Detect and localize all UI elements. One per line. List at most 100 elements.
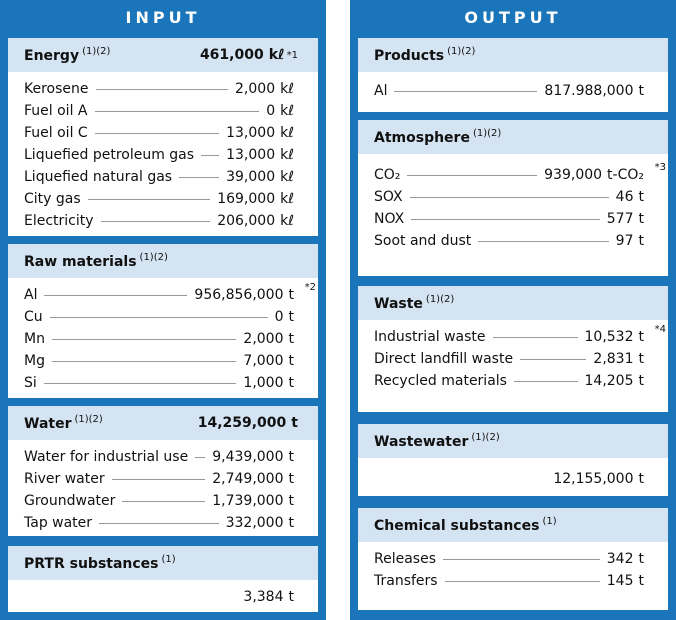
output-column: OUTPUT Products (1)(2) Al 817.988,000 t Atmos… [350,0,676,620]
input-column: INPUT Energy (1)(2) 461,000 kℓ *1 Kerosene 2,0… [0,0,326,620]
leader-line [94,132,220,134]
row-label: Liquefied natural gas [24,169,173,185]
panel-total: 14,259,000 [197,415,287,431]
row: Releases 342 t [358,548,668,570]
panel-header: Energy (1)(2) 461,000 kℓ *1 [8,38,318,72]
row-label: Transfers [374,573,438,589]
panel-title: Energy (1)(2) [24,46,200,64]
row-label: Electricity [24,213,94,229]
row-value: 169,000 [217,191,276,207]
row-label: Fuel oil A [24,103,88,119]
rows: CO₂ 939,000 t-CO₂ *3 SOX 46 t NOX 577 t Soot and d… [358,154,668,252]
panel: PRTR substances (1) 3,384 t [8,546,318,612]
row-unit: t [638,329,645,345]
row-label: Industrial waste [374,329,486,345]
leader-line [478,240,609,242]
row: NOX 577 t [358,208,668,230]
row-label: Cu [24,309,43,325]
row-value: 1,000 [243,375,284,391]
leader-line [51,360,237,362]
row-unit: t [288,515,295,531]
panel: Waste (1)(2) Industrial waste 10,532 t *4 Dire… [358,286,668,412]
row-value: 206,000 [217,213,276,229]
row-label: Recycled materials [374,373,507,389]
row-unit: t [288,287,295,303]
row-label: Si [24,375,37,391]
row: Groundwater 1,739,000 t [8,490,318,512]
row-value: 13,000 [226,125,276,141]
row: Al 817.988,000 t [358,80,668,102]
row-unit: t [288,493,295,509]
panel: Raw materials (1)(2) Al 956,856,000 t *2 Cu 0 t M… [8,244,318,398]
row-value: 939,000 [544,167,603,183]
row: Fuel oil A 0 kℓ [8,100,318,122]
row-unit: t [638,471,645,487]
row-label: Liquefied petroleum gas [24,147,195,163]
reference-marks: (1)(2) [447,46,476,57]
rows: Releases 342 t Transfers 145 t [358,542,668,592]
rows: 3,384 t [8,580,318,608]
panel-header: Wastewater (1)(2) [358,424,668,458]
footnote-mark: *2 [304,282,316,293]
row-unit: t [638,573,645,589]
row: Mn 2,000 t [8,328,318,350]
row: River water 2,749,000 t [8,468,318,490]
leader-line [99,522,219,524]
panel-title-text: Water [24,416,72,432]
panel-title-text: PRTR substances [24,556,159,572]
row-value: 342 [606,551,634,567]
rows: Kerosene 2,000 kℓ Fuel oil A 0 kℓ Fuel oil C 13… [8,72,318,232]
row-value: 2,000 [243,331,284,347]
rows: Industrial waste 10,532 t *4 Direct landfill… [358,320,668,392]
row-unit: t [638,233,645,249]
row-value: 956,856,000 [194,287,284,303]
leader-line [520,358,587,360]
panel: Water (1)(2) 14,259,000 t Water for industri… [8,406,318,536]
row-value: 46 [615,189,634,205]
row-label: City gas [24,191,81,207]
row: Direct landfill waste 2,831 t [358,348,668,370]
row-value: 14,205 [584,373,634,389]
row-label: River water [24,471,105,487]
reference-marks: (1) [161,554,176,565]
column-title: INPUT [125,8,201,27]
leader-line [492,336,578,338]
row: SOX 46 t [358,186,668,208]
row: Industrial waste 10,532 t *4 [358,324,668,348]
row-label: Releases [374,551,436,567]
row-label: Mg [24,353,45,369]
rows: Al 817.988,000 t [358,72,668,102]
leader-line [195,456,206,458]
row-unit: t [288,353,295,369]
panel-title: Atmosphere (1)(2) [374,128,648,146]
panel-title-text: Waste [374,296,423,312]
row-value: 817.988,000 [544,83,634,99]
row-unit: t-CO₂ [607,167,644,183]
leader-line [122,500,206,502]
panel: Chemical substances (1) Releases 342 t Transf… [358,508,668,610]
row: Liquefied natural gas 39,000 kℓ [8,166,318,188]
row-unit: t [288,331,295,347]
row-unit: t [638,211,645,227]
panel-total: 461,000 [199,47,264,63]
row-value: 2,831 [593,351,634,367]
row-value: 332,000 [225,515,284,531]
leader-line [111,478,206,480]
row-unit: t [288,309,295,325]
panel-unit: t [291,415,298,431]
row: Si 1,000 t [8,372,318,394]
panel-title-text: Atmosphere [374,130,470,146]
row: Transfers 145 t [358,570,668,592]
leader-line [95,88,229,90]
panel-title-text: Products [374,48,445,64]
row: Tap water 332,000 t [8,512,318,534]
row-label: Mn [24,331,45,347]
row-unit: t [638,551,645,567]
panel: Atmosphere (1)(2) CO₂ 939,000 t-CO₂ *3 SOX 46 t N… [358,120,668,276]
row-label: Al [374,83,388,99]
footnote-mark: *1 [286,49,298,61]
row-value: 577 [606,211,634,227]
row-label: NOX [374,211,405,227]
panel-title: Chemical substances (1) [374,516,648,534]
panel-title-text: Raw materials [24,254,137,270]
